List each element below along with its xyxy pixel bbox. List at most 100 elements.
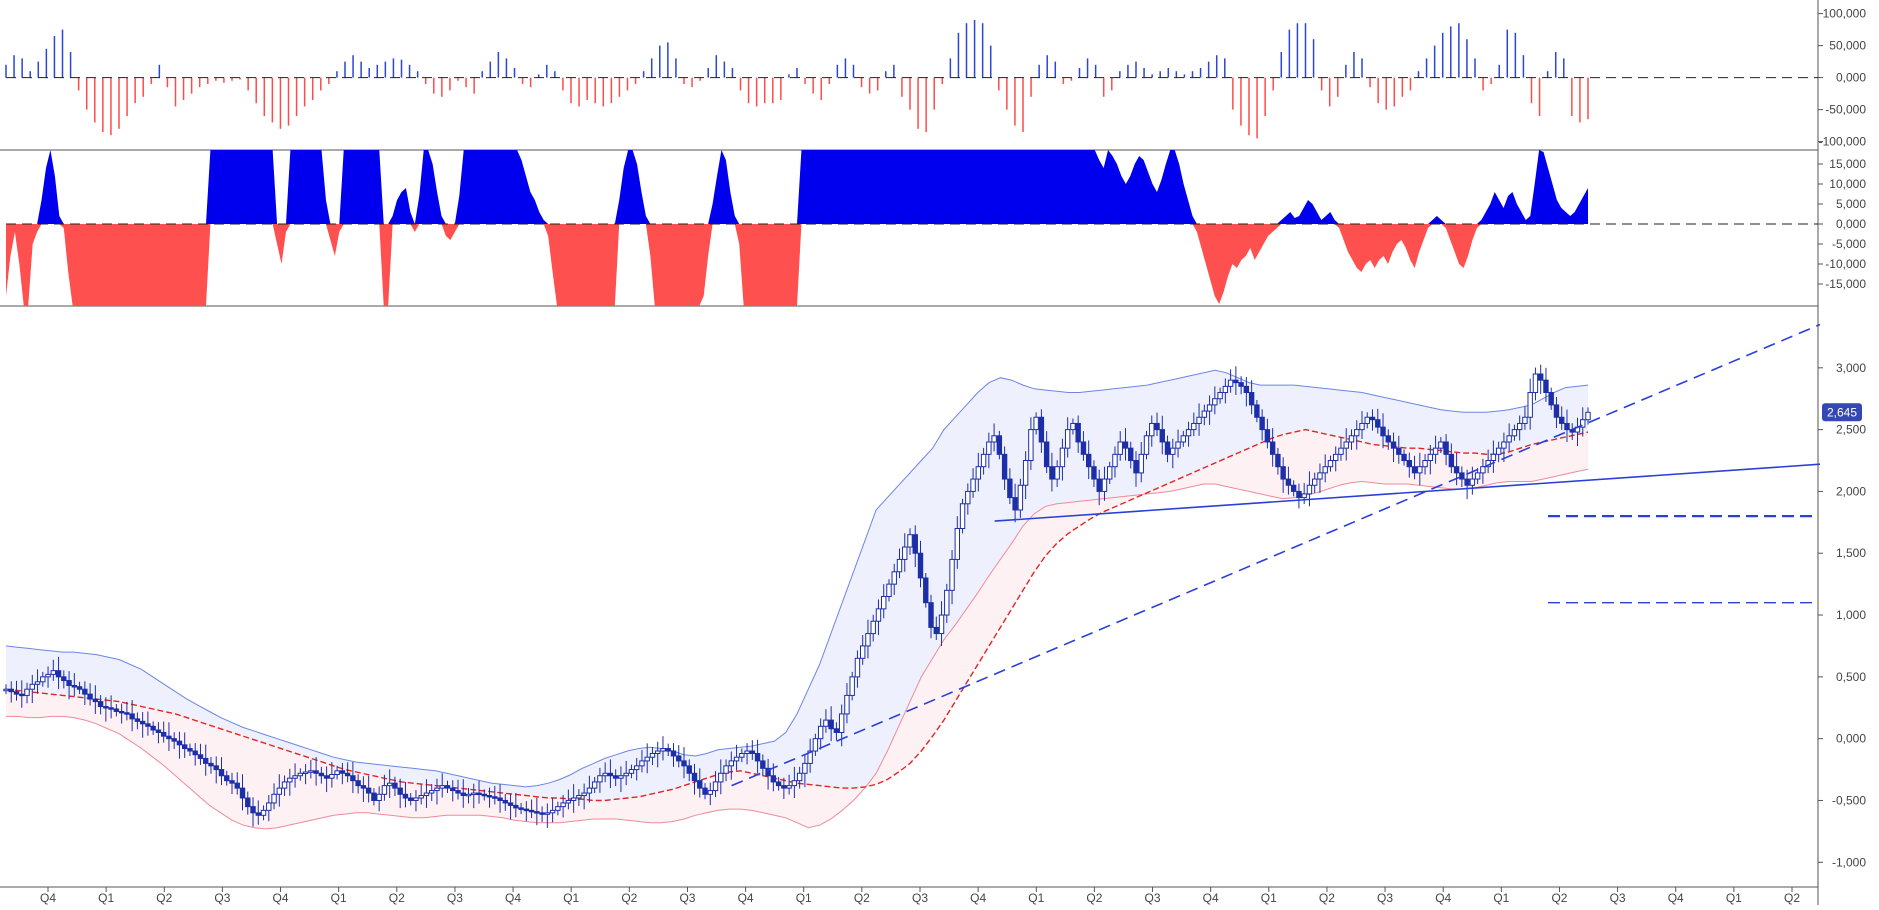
trendline	[994, 463, 1821, 522]
candle-body	[3, 688, 9, 692]
candle-body	[555, 806, 561, 811]
candle-body	[702, 787, 708, 795]
candle-body	[644, 756, 650, 762]
candle-body	[1233, 379, 1239, 384]
candle-body	[1553, 404, 1560, 418]
candle-body	[865, 633, 871, 647]
candle-body	[576, 795, 582, 799]
candle-body	[134, 718, 141, 722]
x-tick-label: Q4	[970, 891, 986, 905]
candle-body	[681, 760, 687, 767]
oscillator-panel	[5, 20, 1818, 139]
candle-body	[439, 785, 445, 789]
candle-body	[171, 738, 177, 742]
candle-body	[1317, 472, 1323, 480]
candle-body	[455, 790, 461, 794]
candle-body	[1443, 441, 1449, 455]
candle-body	[118, 710, 125, 714]
candle-body	[61, 676, 67, 682]
candle-body	[760, 760, 766, 769]
candle-body	[1269, 441, 1276, 455]
y-tick-label: 15,000	[1829, 157, 1866, 171]
candle-body	[255, 812, 261, 816]
candle-body	[565, 799, 572, 804]
candle-body	[1296, 490, 1302, 499]
y-tick-label: 0,500	[1836, 670, 1866, 684]
candle-body	[381, 785, 388, 795]
candle-body	[1537, 373, 1544, 381]
candle-body	[344, 772, 351, 777]
candle-body	[1417, 466, 1423, 474]
candle-body	[239, 787, 246, 799]
candle-body	[549, 809, 556, 814]
x-tick-label: Q3	[1610, 891, 1626, 905]
candle-body	[155, 729, 162, 733]
candle-body	[828, 719, 834, 730]
candle-body	[1091, 466, 1097, 480]
candle-body	[1101, 478, 1108, 492]
candle-body	[1453, 466, 1460, 474]
candle-body	[812, 738, 819, 752]
candle-body	[334, 770, 340, 776]
candle-body	[82, 688, 88, 695]
x-tick-label: Q1	[331, 891, 347, 905]
candle-body	[1064, 429, 1071, 449]
candle-body	[1180, 435, 1187, 443]
candle-body	[1527, 392, 1533, 418]
y-tick-label: -10,000	[1825, 257, 1866, 271]
x-tick-label: Q1	[796, 891, 812, 905]
candle-body	[1380, 426, 1386, 437]
candle-body	[1012, 497, 1018, 511]
candle-body	[875, 608, 882, 622]
candle-body	[513, 804, 519, 809]
candle-body	[518, 807, 524, 810]
y-axis: 100,000 50,000 0,000 -50,000 -100,000 15,000 1…	[1818, 7, 1866, 869]
candle-body	[581, 792, 587, 797]
y-tick-label: 0,000	[1836, 217, 1866, 231]
candle-body	[1201, 410, 1208, 418]
candle-body	[544, 812, 551, 815]
candle-body	[103, 706, 109, 709]
candle-body	[302, 771, 309, 775]
lower-band-fill	[6, 429, 1588, 829]
candle-body	[923, 577, 929, 604]
candle-body	[1364, 416, 1370, 424]
candle-body	[145, 723, 151, 727]
candle-body	[1348, 435, 1355, 443]
candle-body	[87, 693, 93, 700]
candle-body	[166, 735, 172, 740]
candle-body	[129, 713, 135, 720]
candle-body	[838, 713, 845, 733]
candle-body	[707, 790, 713, 795]
candle-body	[649, 752, 656, 758]
candle-body	[1191, 422, 1197, 431]
y-tick-label: -0,500	[1832, 793, 1866, 807]
candle-body	[902, 546, 908, 560]
candle-body	[1059, 447, 1066, 468]
candle-body	[628, 769, 635, 774]
price-panel	[3, 323, 1821, 830]
candle-body	[34, 681, 41, 685]
candle-body	[975, 466, 982, 480]
candle-body	[1128, 447, 1134, 462]
candle-body	[160, 731, 167, 737]
x-tick-label: Q1	[563, 891, 579, 905]
candle-body	[1222, 385, 1229, 394]
candle-body	[523, 808, 530, 812]
x-tick-label: Q1	[1028, 891, 1044, 905]
candle-body	[124, 712, 130, 715]
x-tick-label: Q3	[1377, 891, 1393, 905]
candle-body	[817, 725, 824, 740]
candle-body	[775, 781, 782, 787]
candle-body	[1117, 441, 1123, 455]
x-tick-label: Q3	[1145, 891, 1161, 905]
candle-body	[1017, 484, 1024, 511]
candle-body	[181, 744, 188, 750]
candle-body	[781, 785, 787, 789]
candle-body	[1390, 441, 1397, 449]
candle-body	[297, 772, 304, 777]
candle-body	[1070, 422, 1076, 431]
candle-body	[1122, 441, 1129, 449]
candle-body	[139, 720, 146, 725]
candle-body	[854, 657, 861, 678]
